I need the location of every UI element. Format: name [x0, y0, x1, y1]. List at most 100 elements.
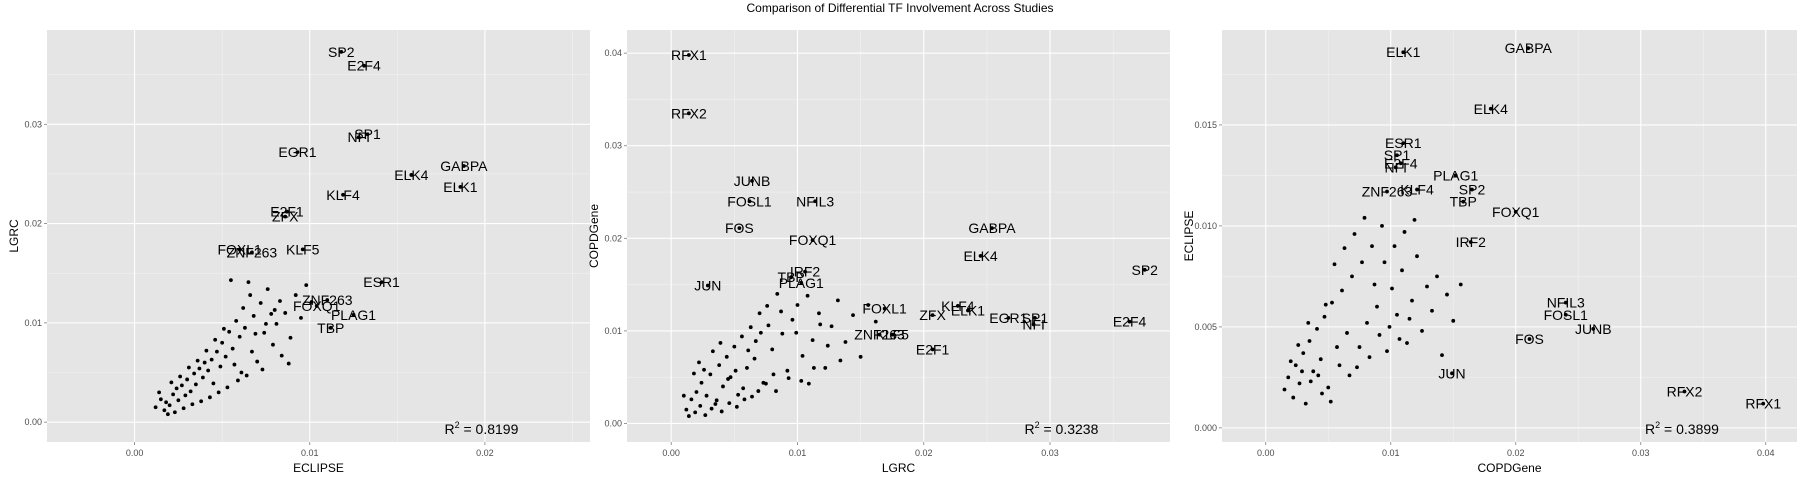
data-point [209, 357, 214, 362]
data-point [1306, 320, 1311, 325]
data-point [1300, 369, 1304, 374]
data-point [278, 299, 282, 303]
data-point [274, 321, 279, 326]
point-label: TBP [317, 320, 344, 336]
data-point-labeled [747, 199, 752, 204]
data-point [790, 317, 795, 322]
data-point [1293, 363, 1298, 368]
data-point-labeled [930, 347, 935, 352]
data-point [174, 386, 179, 391]
point-label: E2F4 [347, 58, 381, 74]
data-point [1355, 365, 1359, 370]
data-point [709, 406, 714, 411]
data-point [250, 349, 254, 354]
x-tick-label: 0.04 [1757, 448, 1775, 458]
data-point [200, 375, 205, 380]
y-tick-label: 0.00 [24, 417, 42, 427]
data-point-labeled [978, 254, 983, 258]
data-point [713, 402, 718, 406]
data-point [251, 314, 256, 318]
data-point-labeled [1395, 153, 1399, 158]
data-point-labeled [1591, 327, 1596, 331]
data-point [753, 339, 758, 343]
data-point [736, 392, 741, 397]
data-point [299, 316, 303, 320]
data-point [1412, 217, 1417, 222]
data-point [1307, 339, 1312, 343]
point-label: ELK1 [951, 303, 985, 319]
data-point-labeled [1526, 46, 1531, 51]
y-tick-label: 0.01 [24, 318, 42, 328]
data-point [1337, 363, 1342, 368]
data-point-labeled [1401, 141, 1406, 145]
data-point [843, 340, 848, 344]
point-label: ELK4 [394, 167, 428, 183]
data-point-labeled [1468, 240, 1473, 244]
data-point [1347, 373, 1352, 378]
x-tick-label: 0.01 [301, 448, 319, 458]
data-point [286, 361, 291, 366]
data-point [684, 407, 689, 412]
data-point [1405, 341, 1409, 345]
data-point [202, 360, 207, 365]
data-point-labeled [1142, 267, 1147, 272]
data-point-labeled [458, 184, 463, 189]
data-point [686, 414, 691, 418]
x-tick-label: 0.00 [1257, 448, 1275, 458]
data-point [829, 324, 834, 329]
x-tick-label: 0.03 [1041, 448, 1059, 458]
point-label: KLF4 [326, 187, 360, 203]
data-point [1458, 282, 1463, 287]
data-point [858, 354, 863, 359]
data-point [1323, 302, 1328, 307]
data-point [726, 377, 730, 381]
point-label: EGR1 [989, 310, 1027, 326]
data-point [260, 367, 265, 372]
x-tick-label: 0.02 [915, 448, 933, 458]
data-point-labeled [461, 164, 466, 168]
point-label: GABPA [440, 158, 488, 174]
data-point-labeled [1513, 209, 1518, 214]
point-label: FOS [1515, 331, 1544, 347]
data-point [171, 392, 176, 397]
data-point-labeled [789, 275, 794, 280]
data-point-labeled [813, 199, 818, 204]
data-point [694, 390, 699, 394]
data-point [714, 398, 719, 403]
data-point [1367, 355, 1372, 360]
data-point [795, 303, 800, 307]
point-label: IRF2 [1456, 234, 1487, 250]
data-point [698, 403, 703, 408]
y-tick-label: 0.01 [604, 326, 622, 336]
point-label: NFI [1022, 316, 1045, 332]
data-point [1320, 391, 1324, 396]
data-point [1440, 353, 1444, 358]
data-point [1330, 300, 1334, 305]
point-label: IRF2 [790, 264, 821, 280]
point-label: KLF4 [1400, 182, 1434, 198]
data-point [757, 311, 762, 316]
point-label: EGR1 [278, 144, 316, 160]
data-point-labeled [365, 132, 370, 137]
data-point [1420, 329, 1424, 333]
data-point [157, 390, 162, 395]
point-label: FOSL1 [1544, 307, 1589, 323]
data-point [1352, 232, 1357, 236]
data-point [195, 358, 200, 363]
data-point [1335, 345, 1339, 349]
data-point-labeled [339, 49, 344, 54]
x-tick-label: 0.02 [1507, 448, 1525, 458]
point-label: RFX1 [1745, 396, 1781, 412]
data-point [192, 371, 197, 376]
data-point [810, 338, 815, 343]
data-point [823, 366, 828, 370]
data-point [218, 364, 223, 369]
data-point [746, 348, 751, 353]
data-point [213, 337, 218, 342]
data-point [186, 365, 191, 370]
point-label: ZNF263 [1362, 184, 1413, 200]
data-point [732, 344, 737, 349]
data-point [246, 280, 251, 285]
data-point-labeled [1385, 189, 1389, 194]
